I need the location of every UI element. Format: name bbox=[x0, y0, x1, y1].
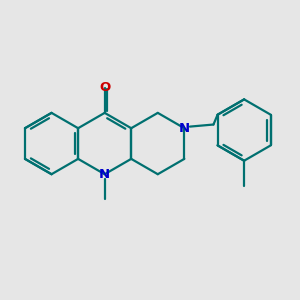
Text: N: N bbox=[179, 122, 190, 135]
Text: O: O bbox=[99, 81, 110, 94]
Text: N: N bbox=[99, 168, 110, 181]
